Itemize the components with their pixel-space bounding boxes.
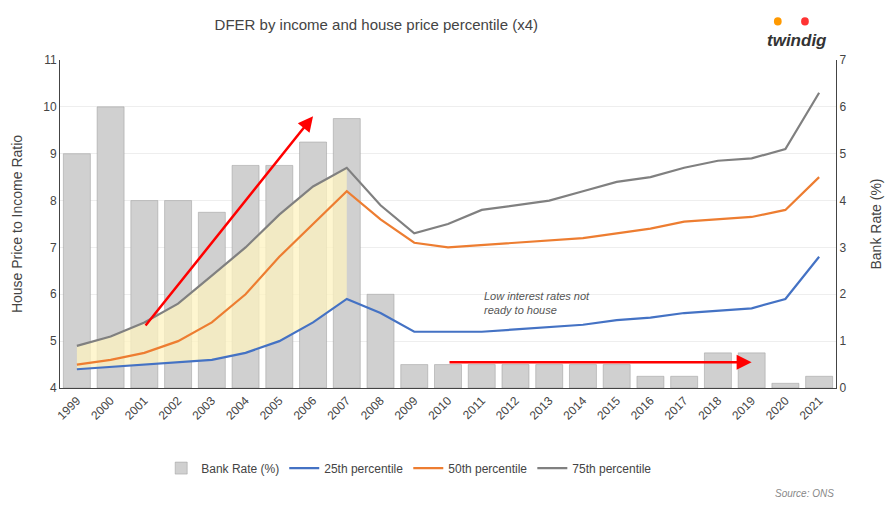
svg-text:75th percentile: 75th percentile xyxy=(572,462,651,476)
svg-text:7: 7 xyxy=(839,53,846,67)
svg-text:twindig: twindig xyxy=(767,31,827,50)
svg-text:2018: 2018 xyxy=(695,394,724,423)
svg-text:2015: 2015 xyxy=(594,394,623,423)
svg-text:2006: 2006 xyxy=(291,394,320,423)
svg-text:7: 7 xyxy=(50,241,57,255)
svg-text:2020: 2020 xyxy=(763,394,792,423)
svg-text:2012: 2012 xyxy=(493,394,522,423)
svg-text:6: 6 xyxy=(839,100,846,114)
svg-text:2: 2 xyxy=(839,287,846,301)
svg-text:2001: 2001 xyxy=(122,394,151,423)
svg-text:25th percentile: 25th percentile xyxy=(324,462,403,476)
svg-text:2000: 2000 xyxy=(88,394,117,423)
svg-text:3: 3 xyxy=(839,241,846,255)
svg-text:2008: 2008 xyxy=(358,394,387,423)
svg-text:Bank Rate (%): Bank Rate (%) xyxy=(201,462,279,476)
svg-text:50th percentile: 50th percentile xyxy=(448,462,527,476)
svg-text:4: 4 xyxy=(839,194,846,208)
svg-text:2021: 2021 xyxy=(797,394,826,423)
svg-text:Bank Rate (%): Bank Rate (%) xyxy=(868,178,884,269)
svg-text:Low interest rates notready to: Low interest rates notready to house xyxy=(484,290,590,316)
svg-text:2007: 2007 xyxy=(324,394,353,423)
svg-text:11: 11 xyxy=(44,53,57,67)
svg-text:2002: 2002 xyxy=(156,394,185,423)
svg-text:2003: 2003 xyxy=(189,394,218,423)
svg-text:House Price to Income Ratio: House Price to Income Ratio xyxy=(9,135,25,313)
svg-text:8: 8 xyxy=(50,194,57,208)
svg-text:2005: 2005 xyxy=(257,394,286,423)
svg-text:4: 4 xyxy=(50,381,57,395)
svg-text:9: 9 xyxy=(50,147,57,161)
svg-text:2013: 2013 xyxy=(527,394,556,423)
svg-text:2017: 2017 xyxy=(662,394,691,423)
svg-text:DFER by income and house price: DFER by income and house price percentil… xyxy=(215,16,538,33)
svg-text:2014: 2014 xyxy=(561,394,590,423)
svg-text:2004: 2004 xyxy=(223,394,252,423)
svg-text:0: 0 xyxy=(839,381,846,395)
svg-text:5: 5 xyxy=(839,147,846,161)
svg-text:1: 1 xyxy=(839,334,846,348)
svg-text:1999: 1999 xyxy=(54,394,83,423)
svg-text:2010: 2010 xyxy=(426,394,455,423)
svg-text:6: 6 xyxy=(50,287,57,301)
svg-text:10: 10 xyxy=(43,100,57,114)
svg-text:2011: 2011 xyxy=(460,394,488,422)
svg-text:2009: 2009 xyxy=(392,394,421,423)
svg-text:Source: ONS: Source: ONS xyxy=(775,488,834,499)
svg-text:5: 5 xyxy=(50,334,57,348)
svg-text:2016: 2016 xyxy=(628,394,657,423)
svg-text:2019: 2019 xyxy=(729,394,758,423)
